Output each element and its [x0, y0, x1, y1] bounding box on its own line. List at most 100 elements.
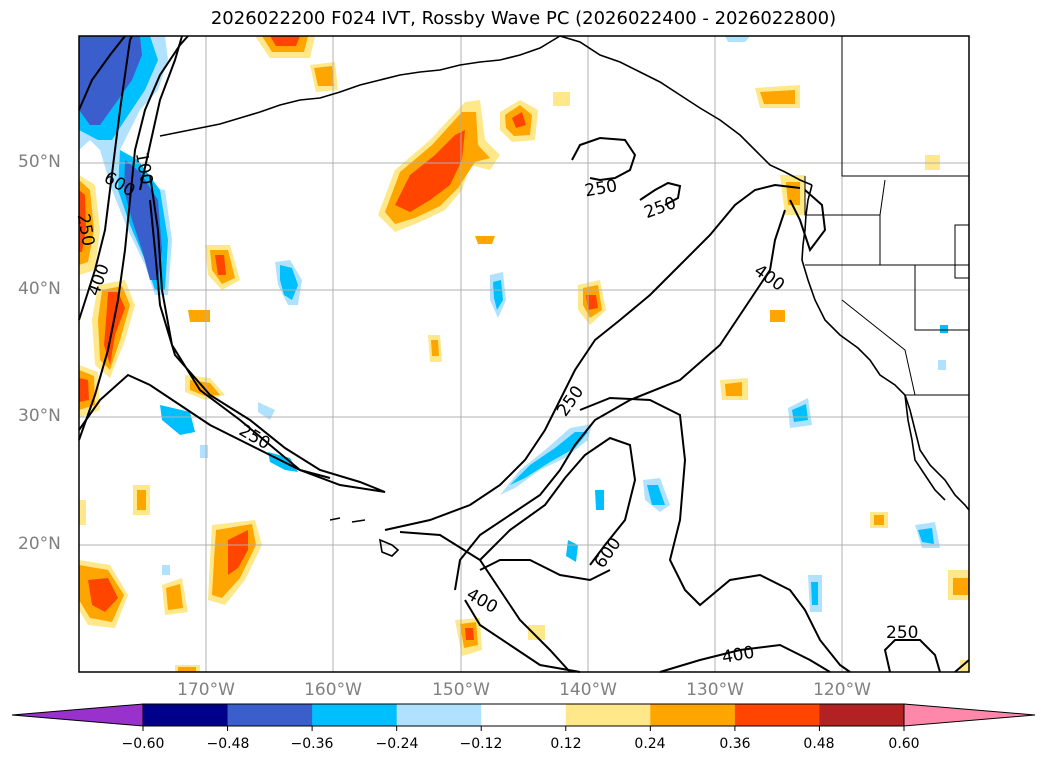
colorbar-tick-label: 0.48 [803, 736, 835, 752]
pos-anomaly-mid [786, 182, 800, 205]
pos-anomaly-dark [512, 112, 526, 128]
contour-400-main [454, 209, 786, 591]
pos-anomaly-mid [178, 667, 196, 672]
pos-anomaly-mid [874, 515, 884, 525]
neg-anomaly-mid [510, 432, 588, 485]
colorbar [11, 703, 1036, 731]
colorbar-segment [650, 704, 736, 726]
pos-anomaly-dark [228, 530, 248, 575]
political-borders [804, 36, 970, 396]
contour-600-inner [479, 559, 611, 582]
gridlines [79, 36, 969, 672]
pos-anomaly-mid [953, 578, 969, 595]
contour-250-loop [149, 174, 386, 493]
neg-anomaly-mid [200, 445, 208, 458]
lat-label: 30°N [18, 406, 61, 426]
pos-anomaly-dark [79, 190, 86, 252]
colorbar-segment [227, 704, 313, 726]
colorbar-tick-label: −0.24 [375, 736, 419, 752]
colorbar-segment [734, 704, 820, 726]
contour-250-north [571, 136, 637, 182]
map-title: 2026022200 F024 IVT, Rossby Wave PC (202… [210, 8, 837, 29]
contour-400-south [464, 599, 581, 673]
neg-anomaly-mid [280, 265, 298, 300]
contour-250-main [384, 183, 801, 531]
contour-250-south [78, 373, 331, 479]
lon-label: 130°W [686, 680, 744, 700]
contour-250-inner-loop [579, 396, 851, 673]
colorbar-tick-label: 0.12 [550, 736, 582, 752]
lon-label: 160°W [304, 680, 362, 700]
pos-anomaly-dark [270, 36, 300, 46]
pos-anomaly-mid [166, 584, 183, 610]
pos-anomaly-dark [79, 378, 89, 402]
hawaiian-islands [329, 517, 400, 557]
lon-label: 170°W [177, 680, 235, 700]
contour-600-loop [479, 436, 637, 566]
colorbar-segment [819, 704, 905, 726]
contour-lines [78, 35, 970, 673]
contour-250-main-2 [399, 531, 571, 673]
neg-anomaly-mid [162, 565, 170, 575]
pos-anomaly-mid [188, 310, 210, 322]
neg-anomaly-mid [918, 528, 934, 544]
colorbar-tick-label: 0.24 [634, 736, 666, 752]
pos-anomaly-light [553, 92, 570, 106]
pos-anomaly-dark [395, 130, 465, 212]
contour-label: 250 [73, 212, 98, 247]
lon-label: 140°W [559, 680, 617, 700]
pos-anomaly-mid [475, 236, 495, 244]
coastlines [159, 35, 970, 557]
colorbar-tick-label: −0.12 [459, 736, 503, 752]
pos-anomaly-mid [770, 310, 785, 322]
lat-label: 50°N [18, 152, 61, 172]
contour-400-southeast [659, 643, 831, 673]
colorbar-segment [396, 704, 482, 726]
colorbar-tick-label: −0.36 [290, 736, 334, 752]
lat-label: 40°N [18, 279, 61, 299]
pos-anomaly-dark [88, 578, 118, 612]
lat-label: 20°N [18, 534, 61, 554]
pos-anomaly-light [528, 625, 545, 640]
pos-anomaly-mid [431, 340, 439, 356]
neg-anomaly-mid [938, 360, 946, 370]
contour-400-west [78, 35, 133, 321]
contour-label: 250 [886, 623, 918, 643]
neg-anomaly-light [725, 36, 750, 42]
neg-anomaly-dark [79, 36, 142, 125]
pos-anomaly-dark [465, 628, 474, 640]
pos-anomaly-light [79, 500, 86, 525]
neg-anomaly-light [258, 402, 275, 420]
neg-anomaly-mid [493, 280, 503, 310]
neg-anomaly-mid [811, 582, 818, 605]
neg-anomaly-mid [647, 485, 665, 505]
neg-anomaly-dark [124, 160, 162, 280]
colorbar-segment [481, 704, 567, 726]
us-west-coast [801, 184, 970, 511]
colorbar-segment [312, 704, 398, 726]
alaska-coast [559, 35, 813, 186]
pos-anomaly-mid [725, 382, 742, 396]
aleutian-islands [159, 35, 561, 137]
contour-250-southeast [883, 639, 941, 673]
pos-anomaly-dark [215, 255, 226, 275]
contour-600-west [78, 35, 126, 111]
pos-anomaly-mid [137, 490, 146, 510]
contour-100-west [139, 35, 183, 191]
baja-california [904, 394, 946, 501]
neg-anomaly-mid [940, 325, 948, 333]
anomaly-fills [79, 36, 969, 672]
colorbar-segment [143, 704, 229, 726]
colorbar-outline [142, 703, 905, 727]
colorbar-tick-label: 0.60 [888, 736, 920, 752]
colorbar-segment [565, 704, 651, 726]
lon-label: 150°W [432, 680, 490, 700]
colorbar-extend-high [903, 703, 1036, 727]
neg-anomaly-mid [160, 405, 195, 435]
neg-anomaly-mid [595, 490, 604, 510]
colorbar-tick-label: −0.48 [206, 736, 250, 752]
pos-anomaly-mid [314, 66, 334, 86]
lon-label: 120°W [813, 680, 871, 700]
map-frame [78, 35, 970, 673]
